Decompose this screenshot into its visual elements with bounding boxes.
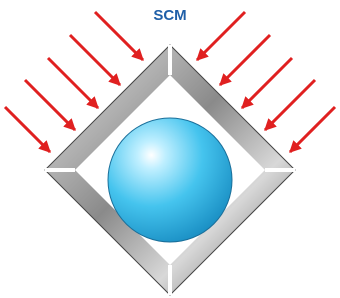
title: SCM xyxy=(153,7,186,24)
sphere xyxy=(108,118,232,242)
diagram: SCM xyxy=(0,0,340,298)
